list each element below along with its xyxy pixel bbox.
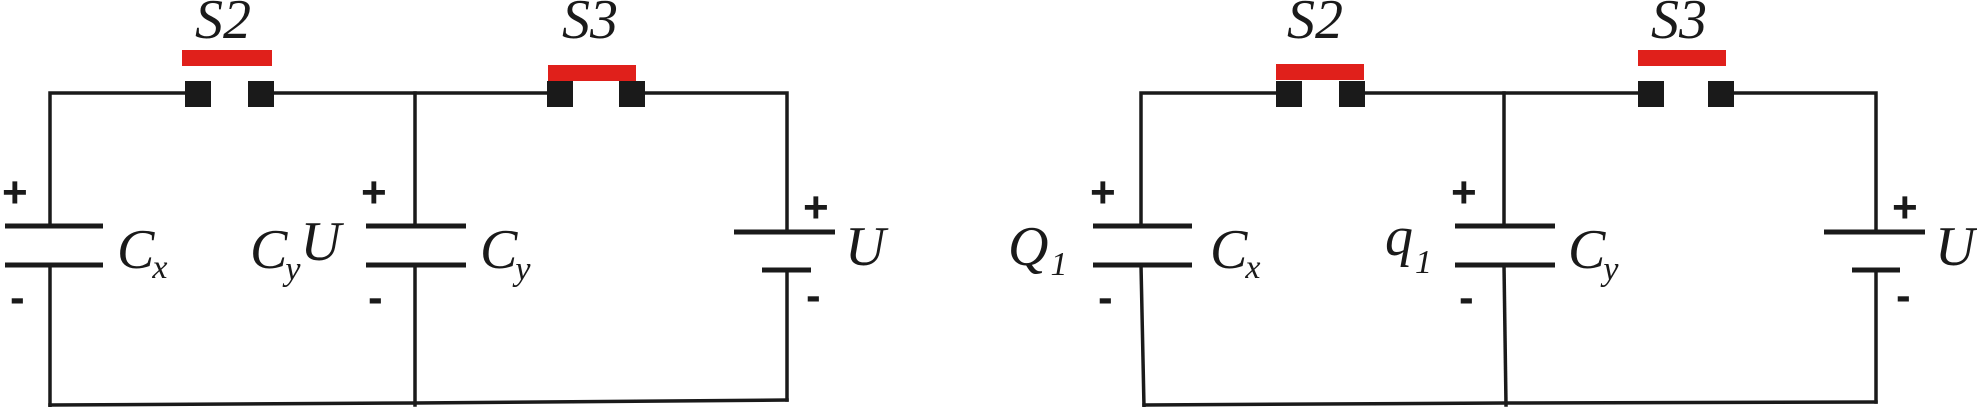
left-u-label: U <box>845 216 889 278</box>
right-u-label: U <box>1935 216 1977 278</box>
right-battery-u: + - U <box>1824 183 1977 320</box>
right-s3-terminal-b <box>1708 81 1734 107</box>
right-circuit: S2 S3 Q1 + - Cx q1 + - Cy <box>1008 0 1977 407</box>
left-u-plus: + <box>803 183 829 232</box>
left-s3-red-bar <box>548 65 636 81</box>
left-cx-label: Cx <box>117 219 167 286</box>
left-switch-s3: S3 <box>547 0 645 107</box>
left-cy-label: Cy <box>480 219 531 288</box>
left-u-minus: - <box>806 271 821 320</box>
right-u-plus: + <box>1892 183 1918 232</box>
right-q1-label: Q1 <box>1008 216 1067 283</box>
right-switch-s2: S2 <box>1276 0 1365 107</box>
right-s3-red-bar <box>1638 50 1726 66</box>
left-switch-s2: S2 <box>182 0 274 107</box>
left-capacitor-cy: + - Cy <box>361 168 531 322</box>
right-cx-label: Cx <box>1210 219 1260 286</box>
left-battery-u: + - U <box>734 183 889 320</box>
left-cy-minus: - <box>368 273 383 322</box>
right-s2-label: S2 <box>1287 0 1343 51</box>
right-cx-plus: + <box>1090 168 1116 217</box>
right-cy-label: Cy <box>1568 219 1619 288</box>
left-cyu-label: CyU <box>250 211 344 288</box>
right-s3-terminal-a <box>1638 81 1664 107</box>
left-s3-terminal-a <box>547 81 573 107</box>
right-capacitor-cx: + - Cx <box>1090 168 1260 322</box>
left-s2-label: S2 <box>195 0 251 51</box>
right-capacitor-cy: + - Cy <box>1451 168 1619 322</box>
right-s2-red-bar <box>1276 64 1364 80</box>
right-wires <box>1139 91 1878 407</box>
left-wires <box>48 91 789 407</box>
right-s2-terminal-a <box>1276 81 1302 107</box>
right-u-minus: - <box>1896 271 1911 320</box>
left-s3-label: S3 <box>562 0 618 51</box>
left-s3-terminal-b <box>619 81 645 107</box>
left-cx-minus: - <box>10 273 25 322</box>
right-s2-terminal-b <box>1339 81 1365 107</box>
left-s2-terminal-b <box>248 81 274 107</box>
left-s2-terminal-a <box>185 81 211 107</box>
right-switch-s3: S3 <box>1638 0 1734 107</box>
left-cy-plus: + <box>361 168 387 217</box>
right-cy-minus: - <box>1459 273 1474 322</box>
left-circuit: S2 S3 + - Cx CyU + - Cy <box>2 0 889 407</box>
left-s2-red-bar <box>182 50 272 66</box>
left-cx-plus: + <box>2 168 28 217</box>
right-cx-minus: - <box>1098 273 1113 322</box>
right-cy-plus: + <box>1451 168 1477 217</box>
left-capacitor-cx: + - Cx <box>2 168 167 322</box>
right-q1-small-label: q1 <box>1385 206 1432 281</box>
right-s3-label: S3 <box>1651 0 1707 51</box>
